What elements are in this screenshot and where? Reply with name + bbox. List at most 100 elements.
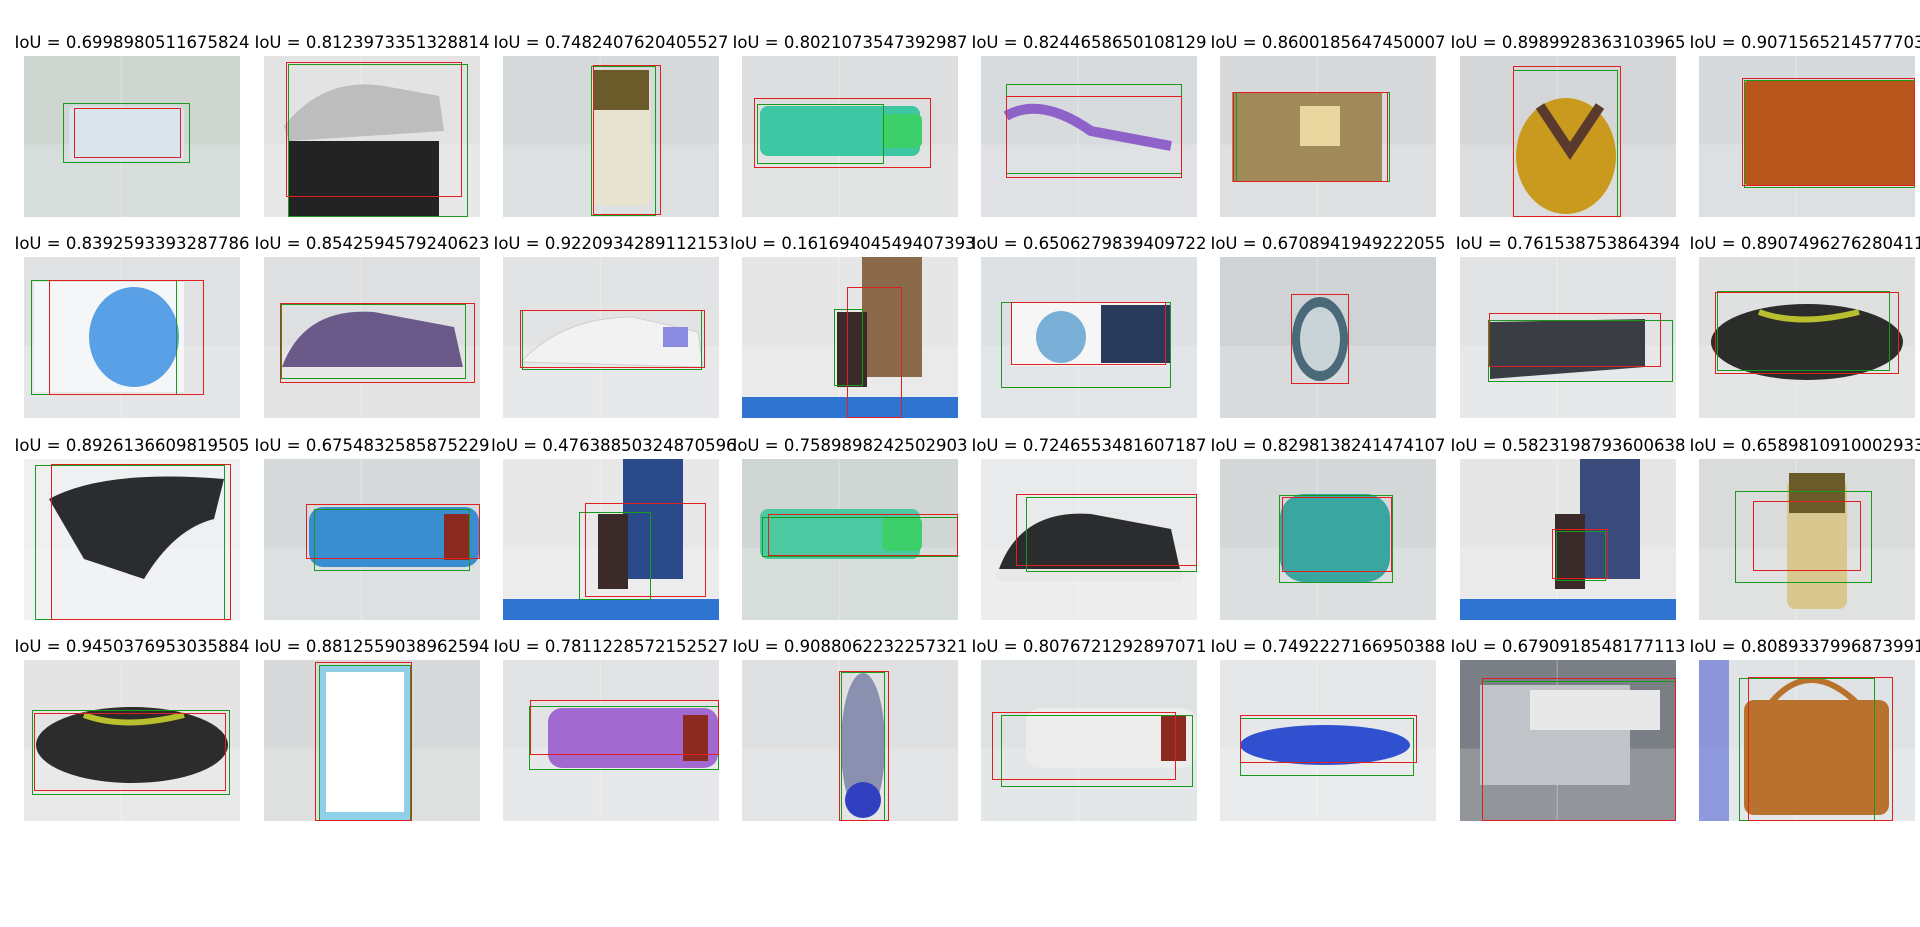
iou-score-title: IoU = 0.5823198793600638 (1450, 436, 1686, 455)
sample-image (1699, 660, 1915, 821)
ground-truth-box (1001, 715, 1193, 787)
sample-image (1699, 56, 1915, 217)
result-cell: IoU = 0.6998980511675824 (14, 32, 250, 217)
iou-score-title: IoU = 0.761538753864394 (1455, 234, 1681, 253)
iou-score-title: IoU = 0.8021073547392987 (732, 33, 968, 52)
predicted-box (51, 464, 231, 620)
predicted-box (585, 503, 706, 597)
result-cell: IoU = 0.6589810910002933 (1689, 435, 1920, 620)
result-cell: IoU = 0.9220934289112153 (493, 233, 729, 418)
result-cell: IoU = 0.5823198793600638 (1450, 435, 1686, 620)
result-cell: IoU = 0.47638850324870596 (491, 435, 737, 620)
sample-image (503, 257, 719, 418)
iou-score-title: IoU = 0.7492227166950388 (1210, 637, 1446, 656)
result-cell: IoU = 0.8600185647450007 (1210, 32, 1446, 217)
iou-score-title: IoU = 0.8089337996873991 (1689, 637, 1920, 656)
predicted-box (768, 514, 958, 556)
ground-truth-box (591, 66, 656, 216)
iou-score-title: IoU = 0.8600185647450007 (1210, 33, 1446, 52)
result-cell: IoU = 0.8244658650108129 (971, 32, 1207, 217)
result-cell: IoU = 0.6754832585875229 (254, 435, 490, 620)
predicted-box (1233, 92, 1388, 182)
iou-score-title: IoU = 0.8926136609819505 (14, 436, 250, 455)
sample-image (503, 56, 719, 217)
ground-truth-box (314, 509, 470, 571)
result-cell: IoU = 0.8392593393287786 (14, 233, 250, 418)
result-cell: IoU = 0.8812559038962594 (254, 636, 490, 821)
predicted-box (839, 671, 889, 821)
predicted-box (1742, 78, 1915, 186)
predicted-box (1016, 494, 1197, 566)
sample-image (1460, 459, 1676, 620)
ground-truth-box (1717, 291, 1890, 371)
iou-score-title: IoU = 0.7482407620405527 (493, 33, 729, 52)
sample-image (1220, 660, 1436, 821)
result-cell: IoU = 0.7482407620405527 (493, 32, 729, 217)
predicted-box (1240, 715, 1417, 763)
predicted-box (1552, 529, 1608, 579)
predicted-box (1748, 677, 1893, 821)
sample-image (503, 459, 719, 620)
sample-image (742, 459, 958, 620)
result-cell: IoU = 0.9071565214577703 (1689, 32, 1920, 217)
result-cell: IoU = 0.8021073547392987 (732, 32, 968, 217)
predicted-box (530, 700, 719, 755)
iou-score-title: IoU = 0.6506279839409722 (971, 234, 1207, 253)
predicted-box (1489, 313, 1661, 367)
result-cell: IoU = 0.9088062232257321 (732, 636, 968, 821)
sample-image (24, 660, 240, 821)
result-cell: IoU = 0.8298138241474107 (1210, 435, 1446, 620)
sample-image (503, 660, 719, 821)
iou-score-title: IoU = 0.8907496276280411 (1689, 234, 1920, 253)
iou-score-title: IoU = 0.8076721292897071 (971, 637, 1207, 656)
result-cell: IoU = 0.7589898242502903 (732, 435, 968, 620)
ground-truth-box (32, 710, 230, 795)
sample-image (981, 459, 1197, 620)
sample-image (264, 459, 480, 620)
iou-score-title: IoU = 0.7811228572152527 (493, 637, 729, 656)
ground-truth-box (1488, 320, 1673, 382)
result-cell: IoU = 0.8089337996873991 (1689, 636, 1920, 821)
sample-image (1460, 660, 1676, 821)
predicted-box (34, 713, 226, 791)
predicted-box (74, 108, 181, 158)
predicted-box (1753, 501, 1861, 571)
iou-score-title: IoU = 0.8542594579240623 (254, 234, 490, 253)
iou-score-title: IoU = 0.16169404549407393 (730, 234, 976, 253)
sample-image (1460, 257, 1676, 418)
iou-score-title: IoU = 0.6998980511675824 (14, 33, 250, 52)
predicted-box (306, 504, 480, 559)
iou-score-title: IoU = 0.7246553481607187 (971, 436, 1207, 455)
sample-image (1699, 459, 1915, 620)
sample-image (742, 56, 958, 217)
result-cell: IoU = 0.7246553481607187 (971, 435, 1207, 620)
iou-score-title: IoU = 0.7589898242502903 (732, 436, 968, 455)
result-cell: IoU = 0.8076721292897071 (971, 636, 1207, 821)
ground-truth-box (1735, 491, 1872, 583)
sample-image (1460, 56, 1676, 217)
predicted-box (1482, 678, 1676, 821)
ground-truth-box (834, 309, 863, 386)
sample-image (264, 56, 480, 217)
result-cell: IoU = 0.6790918548177113 (1450, 636, 1686, 821)
iou-score-title: IoU = 0.47638850324870596 (491, 436, 737, 455)
sample-image (24, 459, 240, 620)
result-cell: IoU = 0.8123973351328814 (254, 32, 490, 217)
predicted-box (1011, 302, 1166, 365)
result-cell: IoU = 0.16169404549407393 (730, 233, 976, 418)
sample-image (264, 660, 480, 821)
iou-score-title: IoU = 0.8392593393287786 (14, 234, 250, 253)
sample-image (24, 257, 240, 418)
result-cell: IoU = 0.761538753864394 (1456, 233, 1680, 418)
predicted-box (992, 712, 1176, 780)
sample-image (981, 257, 1197, 418)
predicted-box (1715, 292, 1899, 374)
sample-image (981, 660, 1197, 821)
ground-truth-box (757, 104, 884, 164)
predicted-box (286, 62, 462, 197)
predicted-box (754, 98, 931, 168)
sample-image (981, 56, 1197, 217)
ground-truth-box (281, 304, 466, 379)
result-cell: IoU = 0.8926136609819505 (14, 435, 250, 620)
